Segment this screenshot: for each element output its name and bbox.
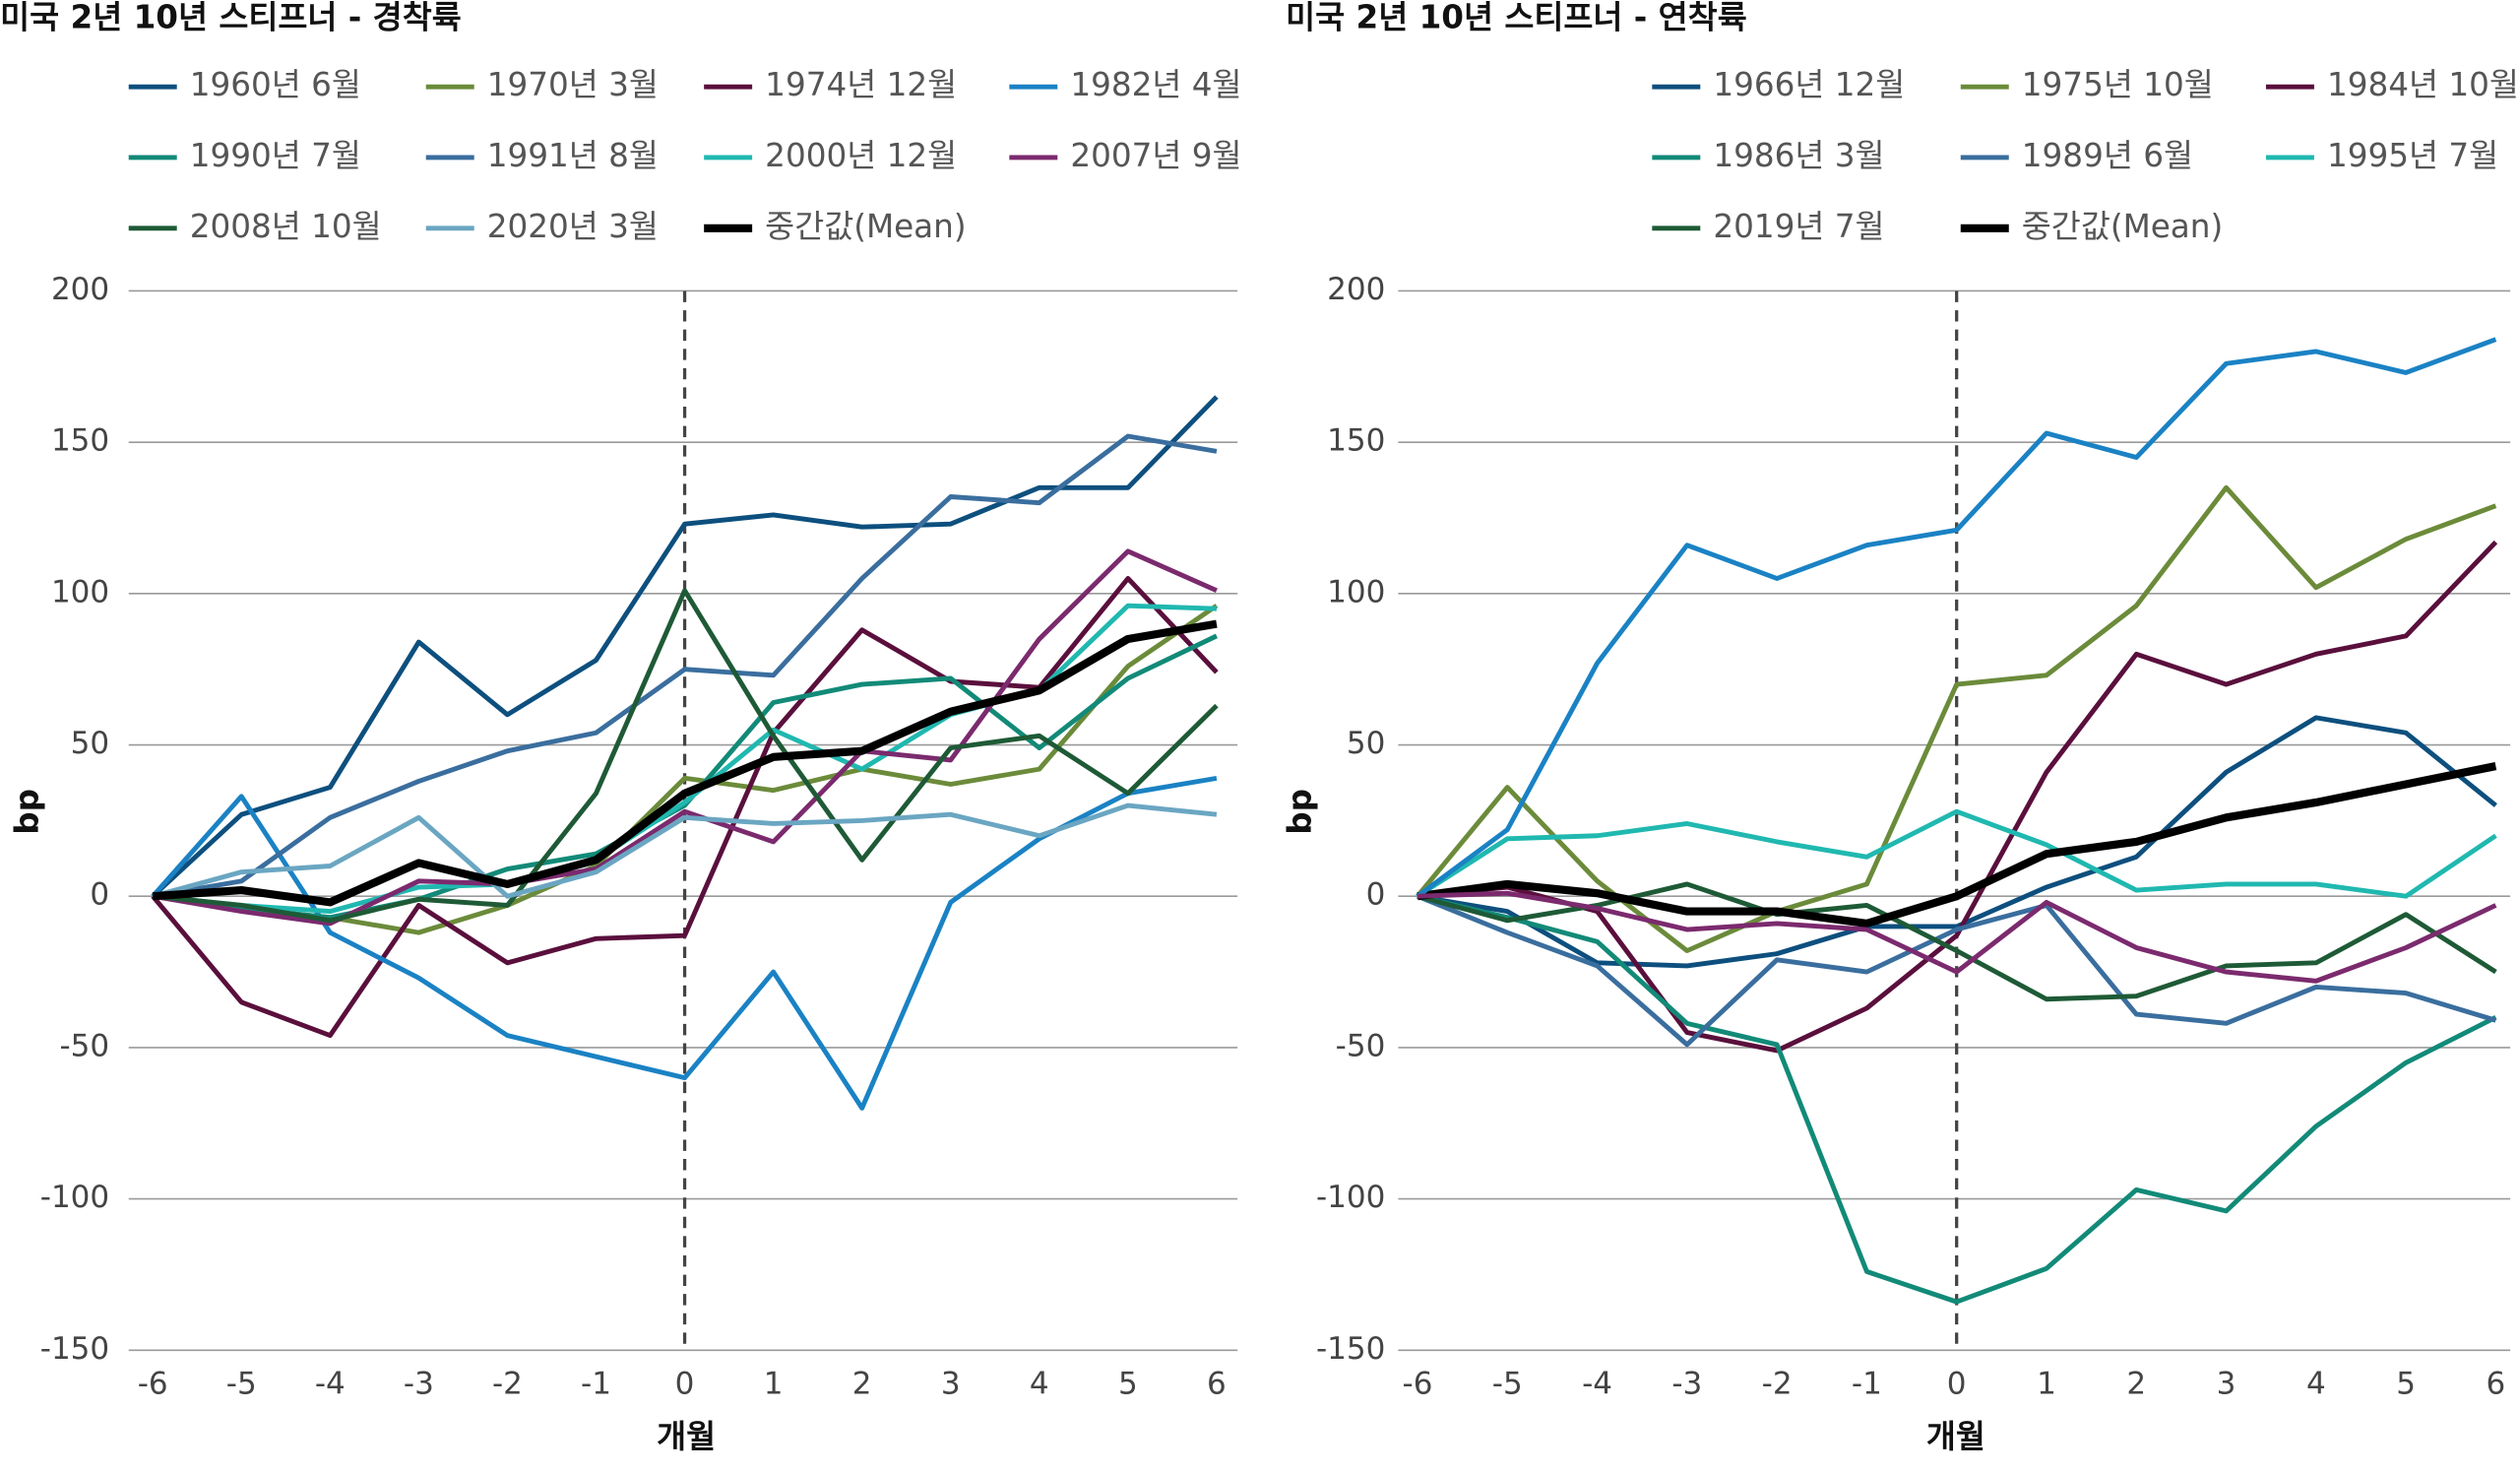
legend-label: 2007년 9월: [1070, 137, 1241, 174]
series-line: [1417, 893, 2497, 1305]
legend-label: 1984년 10월: [2327, 66, 2519, 103]
series-line: [152, 433, 1218, 899]
y-tick-label: -150: [40, 1331, 109, 1367]
x-tick-label: 5: [1118, 1367, 1138, 1402]
y-tick-label: -100: [1316, 1180, 1385, 1215]
series-line: [152, 604, 1219, 935]
x-tick-label: 1: [2037, 1367, 2056, 1402]
x-tick-label: 6: [1207, 1367, 1227, 1402]
x-tick-label: 0: [675, 1367, 695, 1402]
y-tick-label: 100: [51, 574, 109, 609]
y-axis-title: bp: [1281, 789, 1318, 835]
series-line: [1416, 337, 2497, 899]
legend-label: 1966년 12월: [1713, 66, 1905, 103]
chart-title: 미국 2년 10년 스티프너 - 연착륙: [1286, 0, 1747, 36]
series-line: [152, 548, 1218, 927]
series-line: [1416, 808, 2497, 899]
series-line: [1417, 893, 2497, 1048]
series-line: [1417, 881, 2497, 1002]
y-tick-label: -50: [1336, 1028, 1386, 1063]
x-tick-label: 6: [2487, 1367, 2506, 1402]
series-line: [151, 775, 1218, 1111]
y-tick-label: 0: [1366, 877, 1386, 913]
y-tick-label: 0: [90, 877, 109, 913]
series-line: [1417, 890, 2497, 984]
legend-label: 1991년 8월: [487, 137, 659, 174]
y-tick-label: 100: [1327, 574, 1385, 609]
x-tick-label: 3: [941, 1367, 961, 1402]
legend-label: 1986년 3월: [1713, 137, 1884, 174]
x-tick-label: -3: [1671, 1367, 1702, 1402]
series-line: [152, 619, 1218, 907]
y-tick-label: 50: [71, 726, 109, 761]
series-line: [1417, 715, 2497, 969]
legend-label: 1970년 3월: [487, 66, 659, 103]
y-tick-label: 50: [1347, 726, 1385, 761]
x-axis-title: 개월: [657, 1418, 716, 1455]
x-axis-title: 개월: [1926, 1418, 1985, 1455]
series-line: [1416, 484, 2497, 954]
legend-label: 1982년 4월: [1070, 66, 1241, 103]
x-tick-label: -6: [1403, 1367, 1433, 1402]
x-tick-label: 0: [1947, 1367, 1967, 1402]
y-tick-label: 150: [51, 423, 109, 459]
x-tick-label: -1: [581, 1367, 611, 1402]
y-tick-label: -100: [40, 1180, 109, 1215]
x-tick-label: 2: [852, 1367, 872, 1402]
x-tick-label: -4: [315, 1367, 346, 1402]
x-tick-label: -2: [492, 1367, 523, 1402]
legend-label: 2019년 7월: [1713, 208, 1884, 245]
series-line: [1417, 762, 2497, 928]
series-line: [1417, 540, 2498, 1054]
y-tick-label: -150: [1316, 1331, 1385, 1367]
y-axis-title: bp: [9, 789, 46, 835]
x-tick-label: 5: [2396, 1367, 2416, 1402]
legend-label: 중간값(Mean): [2022, 208, 2223, 245]
legend-label: 2008년 10월: [190, 208, 382, 245]
series-line: [152, 588, 1219, 924]
legend-label: 2000년 12월: [765, 137, 957, 174]
legend-label: 1960년 6월: [190, 66, 361, 103]
series-line: [152, 633, 1218, 921]
y-tick-label: 200: [51, 272, 109, 307]
chart-title: 미국 2년 10년 스티프너 - 경착륙: [0, 0, 462, 36]
x-tick-label: -6: [138, 1367, 168, 1402]
legend-label: 1989년 6월: [2022, 137, 2193, 174]
x-tick-label: 1: [764, 1367, 784, 1402]
x-tick-label: -3: [404, 1367, 434, 1402]
x-tick-label: 2: [2126, 1367, 2146, 1402]
x-tick-label: 4: [1030, 1367, 1049, 1402]
y-tick-label: -50: [59, 1028, 109, 1063]
x-tick-label: -1: [1852, 1367, 1882, 1402]
legend-label: 1995년 7월: [2327, 137, 2498, 174]
legend-label: 1974년 12월: [765, 66, 957, 103]
series-line: [151, 395, 1219, 899]
x-tick-label: -5: [1492, 1367, 1523, 1402]
y-tick-label: 200: [1327, 272, 1385, 307]
x-tick-label: -2: [1762, 1367, 1793, 1402]
legend-label: 1990년 7월: [190, 137, 361, 174]
x-tick-label: -4: [1582, 1367, 1612, 1402]
x-tick-label: 3: [2217, 1367, 2236, 1402]
legend-label: 2020년 3월: [487, 208, 659, 245]
legend-label: 중간값(Mean): [765, 208, 966, 245]
legend-label: 1975년 10월: [2022, 66, 2214, 103]
y-tick-label: 150: [1327, 423, 1385, 459]
x-tick-label: 4: [2306, 1367, 2326, 1402]
series-line: [152, 802, 1218, 899]
x-tick-label: -5: [226, 1367, 257, 1402]
